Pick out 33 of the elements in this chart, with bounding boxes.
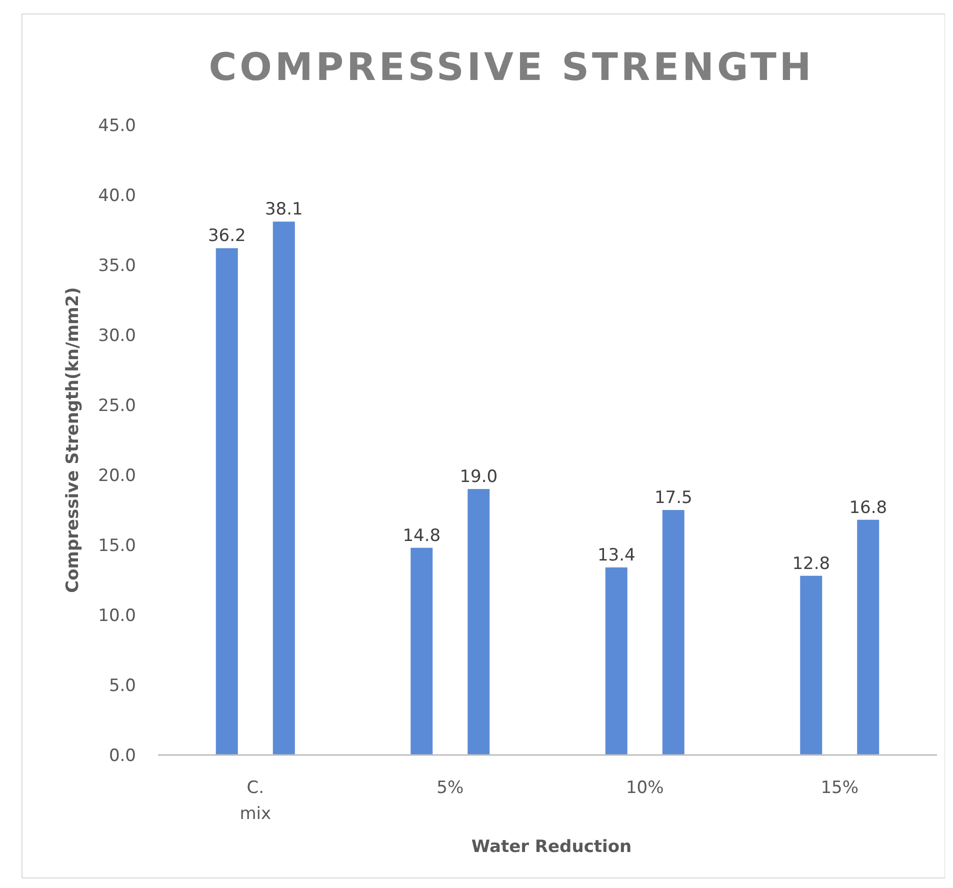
data-label: 13.4	[597, 545, 636, 566]
y-tick-label: 45.0	[98, 116, 136, 136]
data-label: 38.1	[264, 200, 303, 220]
bar	[216, 248, 238, 755]
chart-title: COMPRESSIVE STRENGTH	[208, 45, 814, 89]
x-tick-label: 5%	[436, 778, 464, 798]
data-label: 14.8	[402, 526, 441, 546]
bar	[605, 567, 628, 755]
y-tick-label: 25.0	[98, 396, 136, 416]
bar	[662, 510, 684, 755]
y-tick-label: 35.0	[98, 256, 136, 276]
y-tick-label: 0.0	[108, 746, 136, 766]
bar	[468, 489, 490, 755]
data-label: 12.8	[792, 554, 830, 574]
y-tick-label: 5.0	[108, 676, 136, 696]
x-tick-label: 10%	[626, 778, 664, 798]
x-tick-label: C. mix	[240, 778, 272, 824]
data-label: 36.2	[208, 226, 246, 246]
y-tick-label: 30.0	[98, 326, 136, 346]
y-tick-label: 15.0	[98, 536, 136, 556]
y-tick-label: 10.0	[98, 606, 136, 626]
x-tick-label: 15%	[820, 778, 859, 798]
y-tick-label: 20.0	[98, 466, 136, 486]
data-label: 19.0	[460, 467, 498, 487]
x-axis-title: Water Reduction	[471, 837, 632, 857]
bar	[410, 548, 433, 755]
y-tick-label: 40.0	[98, 186, 136, 206]
bar	[857, 520, 880, 755]
y-axis-title: Compressive Strength(kn/mm2)	[63, 287, 83, 593]
bar	[272, 222, 295, 755]
data-label: 17.5	[654, 488, 692, 508]
bar	[800, 576, 822, 755]
data-label: 16.8	[849, 498, 888, 518]
